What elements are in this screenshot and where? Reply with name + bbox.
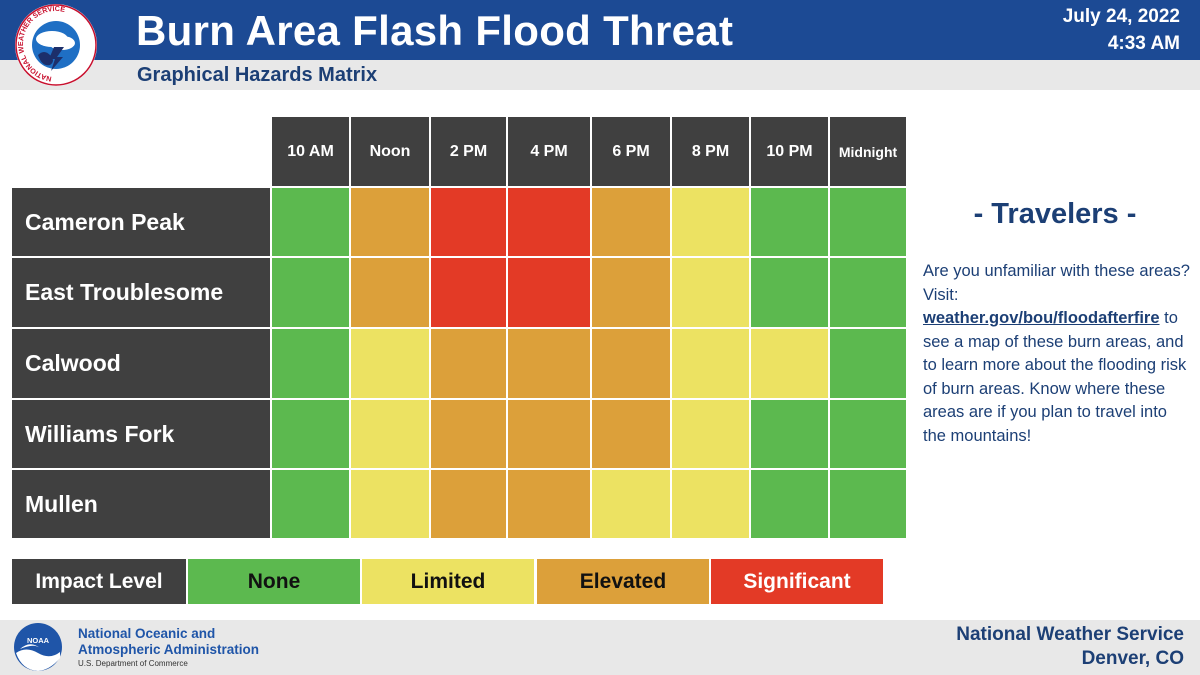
row-label: Williams Fork [12,400,270,468]
page-subtitle: Graphical Hazards Matrix [137,64,378,86]
matrix-cell [272,188,349,256]
matrix-cell [508,329,590,398]
matrix-cell [351,188,429,256]
matrix-cell [431,400,506,468]
matrix-cell [272,470,349,538]
column-header: 6 PM [592,117,670,186]
column-header: 8 PM [672,117,749,186]
legend-item: None [188,559,360,604]
nws-logo-icon: NATIONAL WEATHER SERVICE [15,4,97,86]
matrix-cell [592,258,670,327]
matrix-cell [431,470,506,538]
matrix-cell [672,258,749,327]
matrix-cell [672,188,749,256]
noaa-name-line2: Atmospheric Administration [78,642,260,657]
noaa-logo-text: NOAA [27,636,50,645]
legend-item: Significant [711,559,883,604]
matrix-cell [431,188,506,256]
matrix-cell [830,400,906,468]
column-header: Midnight [830,117,906,186]
column-header: 10 AM [272,117,349,186]
noaa-name-line1: National Oceanic and [78,626,216,641]
matrix-cell [751,188,828,256]
header-band [0,0,1200,60]
legend-item: Limited [362,559,534,604]
matrix-cell [672,400,749,468]
matrix-cell [830,188,906,256]
matrix-cell [508,470,590,538]
matrix-cell [830,470,906,538]
noaa-logo-icon: NOAA [14,623,62,671]
matrix-cell [351,400,429,468]
nws-office-name: National Weather Service [956,624,1184,645]
matrix-cell [351,470,429,538]
column-header: 2 PM [431,117,506,186]
matrix-cell [431,329,506,398]
row-label: Mullen [12,470,270,538]
matrix-cell [351,258,429,327]
matrix-cell [592,400,670,468]
footer-band [0,620,1200,675]
matrix-cell [751,329,828,398]
column-header: 4 PM [508,117,590,186]
matrix-cell [592,329,670,398]
issue-time: 4:33 AM [1107,33,1180,54]
travelers-text-detail: to see a map of these burn areas, and to… [923,309,1187,445]
nws-office-location: Denver, CO [1081,648,1184,669]
matrix-cell [592,188,670,256]
matrix-cell [672,329,749,398]
matrix-cell [351,329,429,398]
flood-after-fire-link[interactable]: weather.gov/bou/floodafterfire [923,309,1160,327]
legend-item: Elevated [537,559,709,604]
row-label: Calwood [12,329,270,398]
matrix-cell [751,470,828,538]
column-header: Noon [351,117,429,186]
noaa-department: U.S. Department of Commerce [78,659,188,668]
matrix-cell [508,188,590,256]
column-header: 10 PM [751,117,828,186]
row-label: East Troublesome [12,258,270,327]
matrix-cell [272,258,349,327]
matrix-cell [508,400,590,468]
row-label: Cameron Peak [12,188,270,256]
matrix-cell [431,258,506,327]
matrix-cell [672,470,749,538]
subheader-band [0,60,1200,90]
matrix-cell [592,470,670,538]
noaa-name: National Oceanic and Atmospheric Adminis… [78,626,259,658]
matrix-cell [508,258,590,327]
matrix-cell [751,400,828,468]
matrix-cell [272,400,349,468]
page-title: Burn Area Flash Flood Threat [136,7,734,54]
legend-title: Impact Level [12,559,186,604]
travelers-text-intro: Are you unfamiliar with these areas? Vis… [923,262,1190,304]
matrix-cell [830,329,906,398]
issue-date: July 24, 2022 [1062,6,1180,27]
matrix-cell [751,258,828,327]
travelers-heading: - Travelers - [973,198,1137,230]
matrix-cell [272,329,349,398]
matrix-cell [830,258,906,327]
travelers-text: Are you unfamiliar with these areas? Vis… [923,260,1193,448]
